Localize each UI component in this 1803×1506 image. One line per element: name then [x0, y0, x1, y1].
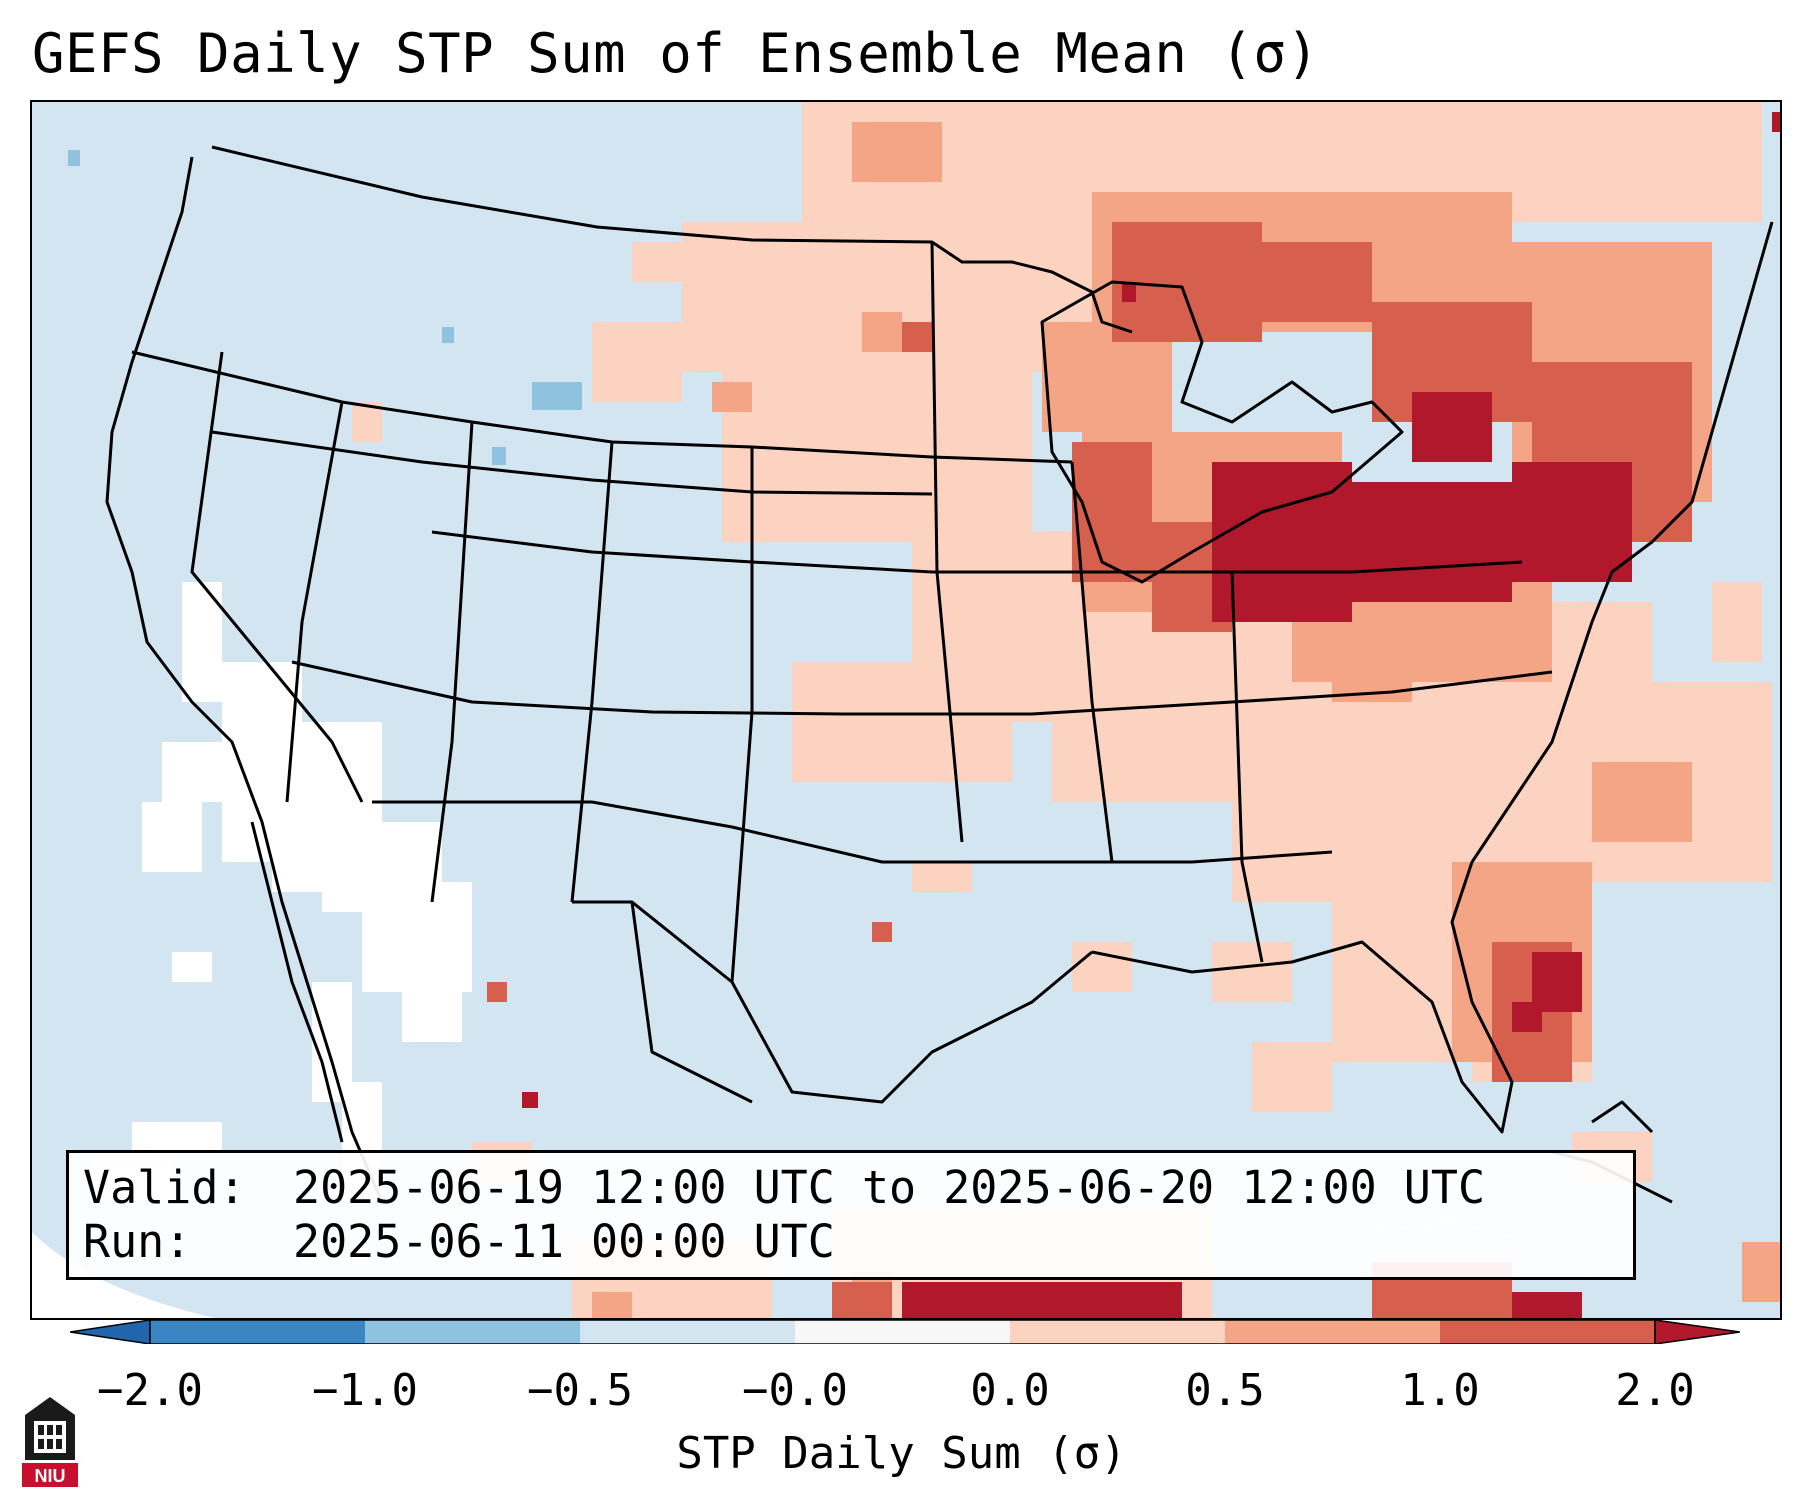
utah-line — [430, 421, 474, 903]
state-line-2 — [211, 430, 933, 496]
great-lakes — [1040, 280, 1404, 584]
gulf-coast-florida — [1091, 861, 1514, 1134]
colorbar-tick-label: −1.0 — [312, 1365, 418, 1416]
colorbar-segment — [1010, 1320, 1225, 1344]
colorbar-segment — [1440, 1320, 1655, 1344]
colorbar-tick-label: 2.0 — [1615, 1365, 1695, 1416]
state-line-4 — [291, 660, 1553, 716]
colorado-line — [570, 441, 614, 903]
texas-border — [630, 901, 753, 1104]
colorbar-tick-label: 1.0 — [1400, 1365, 1480, 1416]
niu-logo-badge — [22, 1463, 78, 1487]
run-value: 2025-06-11 00:00 UTC — [293, 1215, 835, 1268]
run-label: Run: — [83, 1215, 192, 1268]
colorbar-extend-low — [70, 1320, 151, 1344]
pacific-coast — [105, 156, 384, 1203]
domain-edge — [32, 1232, 215, 1318]
map-svg — [32, 102, 1780, 1318]
negative-region — [68, 150, 582, 465]
oregon-nevada-line — [190, 351, 364, 803]
illinois-line — [1070, 461, 1114, 863]
midwest-line — [930, 241, 964, 843]
colorbar — [70, 1320, 1740, 1344]
idaho-nevada-line — [285, 401, 344, 803]
state-line-3 — [431, 530, 1523, 574]
map-title: GEFS Daily STP Sum of Ensemble Mean (σ) — [32, 22, 1320, 85]
colorbar-tick-label: 0.5 — [1185, 1365, 1265, 1416]
ohio-line — [1230, 571, 1264, 963]
niu-logo-text: NIU — [35, 1466, 66, 1486]
map-panel — [30, 100, 1782, 1320]
us-canada-border — [211, 145, 1133, 334]
texas-gulf-coast — [572, 900, 1093, 1104]
colorbar-outline — [149, 1320, 1656, 1344]
colorbar-segment — [150, 1320, 365, 1344]
valid-value: 2025-06-19 12:00 UTC to 2025-06-20 12:00… — [293, 1161, 1486, 1214]
colorbar-label: STP Daily Sum (σ) — [676, 1428, 1127, 1479]
state-line-5 — [372, 800, 1333, 864]
colorbar-segment — [1225, 1320, 1440, 1344]
atlantic-coast — [1470, 221, 1774, 863]
positive-max-region — [522, 112, 1780, 1318]
plains-line — [730, 447, 754, 983]
colorbar-tick-label: −2.0 — [97, 1365, 203, 1416]
baja-coast — [250, 821, 344, 1143]
niu-logo: NIU — [22, 1397, 78, 1487]
valid-run-info-box: Valid: 2025-06-19 12:00 UTC to 2025-06-20… — [66, 1150, 1636, 1280]
valid-label: Valid: — [83, 1161, 246, 1214]
colorbar-tick-label: −0.5 — [527, 1365, 633, 1416]
colorbar-segment — [795, 1320, 1010, 1344]
caribbean-islands-2 — [1591, 1100, 1654, 1134]
colorbar-tick-label: −0.0 — [742, 1365, 848, 1416]
colorbar-tick-label: 0.0 — [970, 1365, 1050, 1416]
colorbar-segment — [580, 1320, 795, 1344]
colorbar-extend-high — [1654, 1320, 1740, 1344]
colorbar-segment — [365, 1320, 580, 1344]
boundaries — [105, 145, 1774, 1204]
